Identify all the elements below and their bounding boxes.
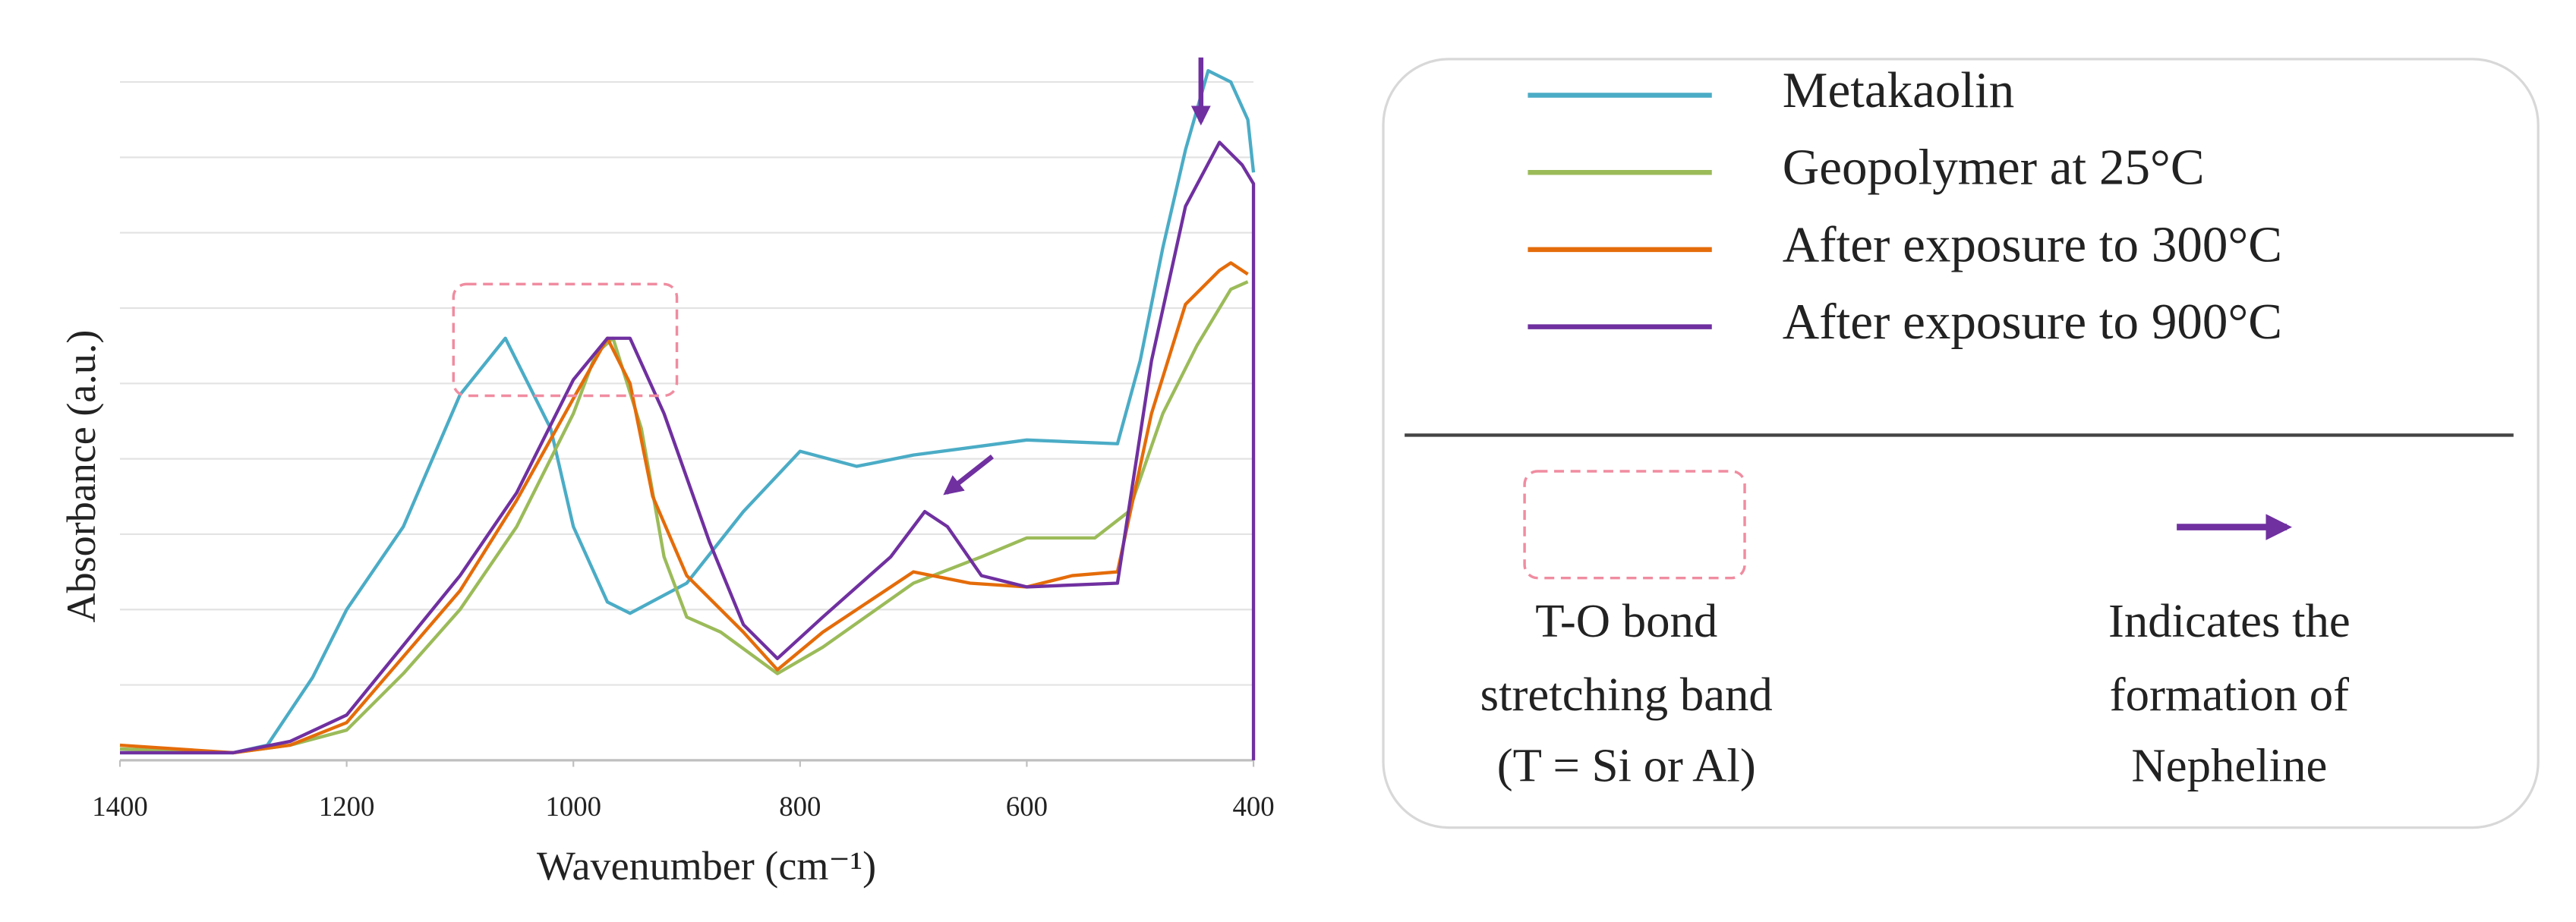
y-axis-label: Absorbance (a.u.) (58, 330, 104, 623)
band-highlight (452, 282, 679, 398)
note-text: Nepheline (2131, 738, 2327, 791)
x-tick-label: 1400 (92, 791, 148, 822)
x-tick-label: 400 (1232, 791, 1274, 822)
note-text: stretching band (1480, 668, 1773, 721)
legend-label: Metakaolin (1783, 61, 2014, 118)
plot-area: 1400 1200 1000 800 600 400 (92, 69, 1275, 822)
x-tick-label: 1200 (319, 791, 375, 822)
x-axis-label: Wavenumber (cm⁻¹) (537, 843, 876, 889)
x-tick-label: 800 (779, 791, 821, 822)
series-line (119, 261, 1249, 755)
legend: Metakaolin Geopolymer at 25°C After exposu… (1528, 61, 2282, 350)
nepheline-arrow (943, 454, 995, 496)
note-text: Indicates the (2108, 594, 2351, 647)
series-line (120, 140, 1256, 760)
legend-label: Geopolymer at 25°C (1783, 139, 2205, 196)
x-tick-label: 600 (1006, 791, 1048, 822)
note-text: (T = Si or Al) (1497, 738, 1756, 791)
series-line (120, 69, 1256, 755)
x-tick-label: 1000 (545, 791, 601, 822)
note-text: formation of (2110, 668, 2350, 721)
note-text: T-O bond (1535, 594, 1717, 647)
legend-band-swatch (1523, 470, 1746, 580)
legend-label: After exposure to 300°C (1783, 216, 2282, 272)
legend-label: After exposure to 900°C (1783, 293, 2282, 350)
series-line (119, 280, 1249, 755)
